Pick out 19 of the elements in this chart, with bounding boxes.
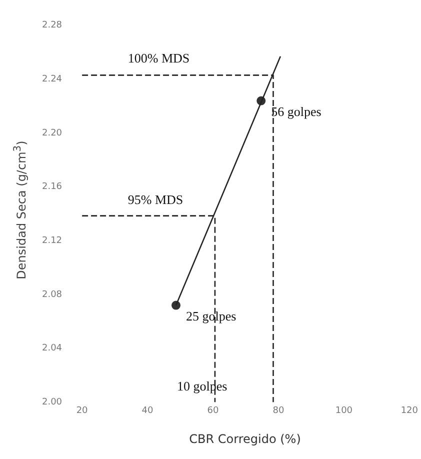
x-tick-label: 80 [272,406,284,416]
annotation: 25 golpes [186,308,236,324]
x-axis-title: CBR Corregido (%) [188,432,302,446]
annotation: 95% MDS [128,192,184,208]
y-tick-label: 2.08 [42,290,62,300]
x-tick-label: 60 [207,406,219,416]
y-tick-label: 2.28 [42,20,62,31]
y-tick-label: 2.04 [42,344,62,354]
x-tick-label: 120 [400,406,418,416]
y-tick-label: 2.00 [42,398,62,408]
annotation: 10 golpes [176,378,228,394]
y-tick-label: 2.12 [42,236,62,246]
x-tick-label: 20 [76,406,88,416]
y-tick-label: 2.24 [42,74,62,85]
y-tick-label: 2.20 [42,128,62,138]
x-tick-label: 40 [142,406,154,416]
y-tick-label: 2.16 [42,182,62,192]
x-tick-label: 100 [335,406,353,416]
annotation: 100% MDS [128,50,190,66]
